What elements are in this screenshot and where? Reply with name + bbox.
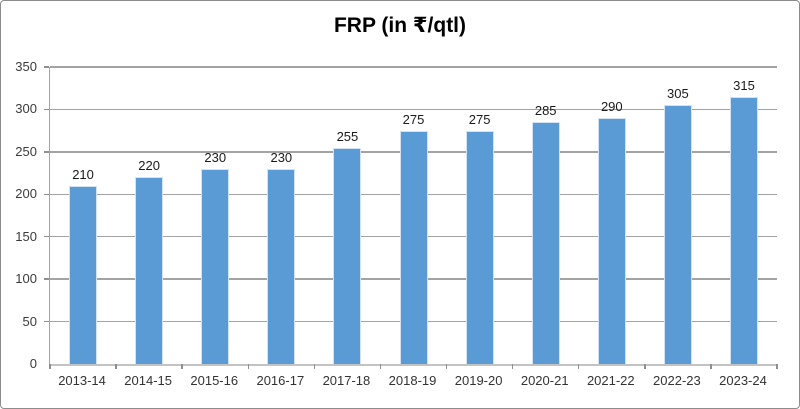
x-axis-tick — [511, 364, 514, 369]
bar-2015-16 — [201, 168, 230, 364]
x-axis-tick — [49, 364, 51, 369]
x-axis-tick — [379, 364, 382, 369]
bar-value-label: 210 — [72, 166, 94, 182]
y-axis-label: 50 — [22, 313, 37, 329]
x-axis-tick — [776, 364, 778, 369]
bar-slot: 220 — [116, 67, 182, 364]
x-axis-label: 2023-24 — [719, 373, 767, 388]
x-axis-tick — [115, 364, 117, 369]
x-axis-label: 2015-16 — [190, 373, 239, 388]
y-axis-labels: 0 50 100 150 200 250 300 350 — [1, 59, 39, 371]
x-axis-label: 2014-15 — [124, 373, 172, 388]
x-axis-tick — [710, 364, 712, 369]
bar-slot: 315 — [711, 67, 777, 364]
y-axis-label: 200 — [15, 186, 37, 202]
y-axis-tick — [43, 108, 49, 111]
x-axis-label: 2022-23 — [653, 373, 701, 388]
bar-2018-19 — [399, 130, 428, 364]
x-axis-label: 2020-21 — [520, 373, 569, 388]
x-axis-tick — [644, 364, 646, 369]
bar-slot: 305 — [645, 67, 711, 364]
bar-slot: 210 — [50, 67, 116, 364]
x-axis-labels: 2013-14 2014-15 2015-16 2016-17 2017-18 2018-… — [49, 373, 776, 389]
x-axis-label: 2017-18 — [322, 373, 371, 388]
bar-value-label: 285 — [534, 103, 557, 119]
bar-slot: 275 — [380, 67, 446, 364]
x-axis-tick — [181, 364, 183, 369]
bar-2016-17 — [267, 168, 296, 364]
bar-2014-15 — [135, 177, 164, 364]
x-axis-tick — [577, 364, 580, 369]
bar-slot: 230 — [248, 67, 314, 364]
bar-slot: 230 — [182, 67, 248, 364]
bar-2013-14 — [69, 185, 98, 364]
x-axis-label: 2019-20 — [454, 373, 503, 388]
bar-slot: 290 — [579, 67, 645, 364]
bar-slot: 255 — [314, 67, 380, 364]
y-axis-label: 300 — [15, 101, 37, 117]
x-axis-label: 2021-22 — [586, 373, 635, 388]
x-axis-tick — [445, 364, 448, 369]
bar-value-label: 315 — [733, 77, 755, 93]
y-axis-label: 250 — [15, 143, 37, 159]
x-axis-label: 2018-19 — [388, 373, 437, 388]
bar-value-label: 275 — [468, 111, 491, 127]
y-axis-tick — [43, 320, 49, 323]
gridline — [50, 66, 777, 68]
bar-slot: 285 — [513, 67, 579, 364]
bars-container: 210 220 230 230 255 275 275 285 290 305 315 — [50, 67, 777, 364]
bar-value-label: 230 — [270, 149, 293, 165]
y-axis-label: 350 — [15, 59, 37, 74]
chart-title: FRP (in ₹/qtl) — [333, 14, 467, 37]
bar-value-label: 290 — [600, 98, 623, 114]
x-axis-label: 2016-17 — [256, 373, 305, 388]
bar-value-label: 255 — [336, 128, 359, 144]
y-axis-label: 100 — [15, 271, 37, 287]
bar-2017-18 — [333, 147, 362, 364]
bar-slot: 275 — [447, 67, 513, 364]
y-axis-label: 0 — [29, 356, 37, 371]
x-axis-tick — [313, 364, 316, 369]
bar-value-label: 230 — [204, 149, 227, 165]
bar-2023-24 — [729, 96, 758, 364]
y-axis-tick — [43, 66, 49, 68]
x-axis-ticks — [49, 364, 778, 370]
y-axis-label: 150 — [15, 228, 37, 244]
bar-value-label: 305 — [667, 86, 689, 102]
y-axis-tick — [43, 151, 49, 153]
bar-2019-20 — [465, 130, 494, 364]
plot-area: 210 220 230 230 255 275 275 285 290 305 315 — [43, 66, 778, 369]
y-axis-tick — [43, 193, 49, 196]
bar-2021-22 — [597, 117, 626, 364]
bar-value-label: 275 — [402, 111, 425, 127]
y-axis-tick — [43, 278, 49, 280]
gridline — [50, 108, 777, 111]
bar-value-label: 220 — [138, 158, 160, 174]
x-axis-tick — [247, 364, 250, 369]
y-axis-tick — [43, 235, 49, 238]
bar-2022-23 — [663, 105, 692, 364]
x-axis-label: 2013-14 — [58, 373, 106, 388]
bar-2020-21 — [531, 122, 560, 364]
